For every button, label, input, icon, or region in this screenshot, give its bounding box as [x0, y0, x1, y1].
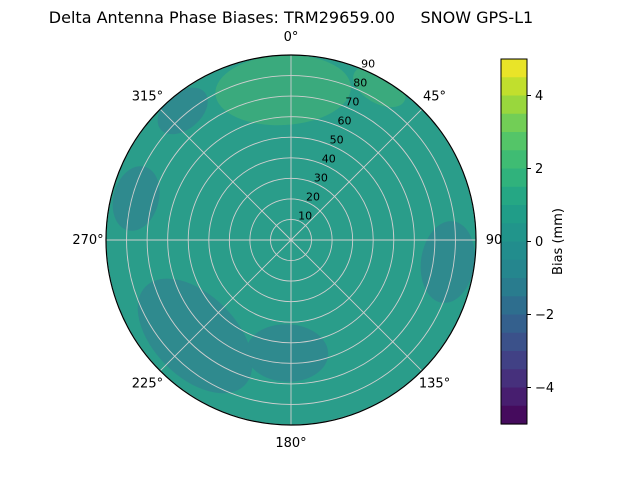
colorbar-band	[501, 150, 527, 170]
grid-spoke	[290, 108, 423, 241]
angular-tick-label: 270°	[72, 233, 103, 248]
radial-tick-label: 20	[306, 190, 320, 203]
grid-spoke	[159, 108, 292, 241]
colorbar-band	[501, 95, 527, 115]
bias-region	[215, 55, 351, 126]
colorbar-band	[501, 259, 527, 279]
polar-grid	[106, 55, 476, 425]
colorbar-band	[501, 405, 527, 425]
polar-spine	[105, 54, 477, 426]
colorbar: 4 2 0 −2 −4 Bias (mm)	[500, 58, 566, 425]
angular-tick-label: 225°	[132, 377, 163, 392]
colorbar-band	[501, 241, 527, 261]
colorbar-band	[501, 369, 527, 389]
angular-tick-label: 315°	[132, 89, 163, 104]
radial-tick-label: 50	[330, 134, 344, 147]
colorbar-band	[501, 387, 527, 407]
bias-region	[245, 324, 329, 382]
bias-region	[420, 221, 475, 303]
radial-tick-label: 30	[314, 171, 328, 184]
colorbar-band	[501, 186, 527, 206]
chart-title: Delta Antenna Phase Biases: TRM29659.00 …	[48, 8, 534, 27]
radial-tick-label: 80	[353, 77, 367, 90]
colorbar-band	[501, 314, 527, 334]
radial-tick-label: 10	[298, 209, 312, 222]
colorbar-band	[501, 205, 527, 224]
radial-tick-label: 60	[337, 115, 351, 128]
colorbar-band	[501, 351, 527, 370]
colorbar-band	[501, 113, 527, 133]
colorbar-tick-label: −2	[535, 308, 554, 323]
colorbar-band	[501, 296, 527, 316]
colorbar-band	[501, 278, 527, 297]
radial-tick-label: 90	[361, 58, 375, 71]
angular-tick-label: 90	[486, 233, 503, 248]
angular-tick-label: 135°	[419, 377, 450, 392]
colorbar-band	[501, 59, 527, 78]
radial-tick-label: 70	[345, 96, 359, 109]
radial-tick-label: 40	[322, 152, 336, 165]
colorbar-band	[501, 77, 527, 97]
grid-spoke	[159, 239, 292, 372]
colorbar-band	[501, 168, 527, 188]
colorbar-tick-label: 0	[535, 235, 543, 250]
colorbar-tick-label: 4	[535, 89, 543, 104]
colorbar-axis-label: Bias (mm)	[551, 208, 566, 275]
angular-tick-label: 180°	[275, 436, 306, 451]
grid-spoke	[290, 239, 423, 372]
colorbar-band	[501, 332, 527, 352]
bias-region	[112, 166, 160, 231]
angular-tick-label: 45°	[423, 89, 446, 104]
colorbar-band	[501, 223, 527, 243]
colorbar-band	[501, 132, 527, 151]
angular-tick-label: 0°	[284, 30, 299, 45]
colorbar-tick-label: 2	[535, 162, 543, 177]
colorbar-tick-label: −4	[535, 381, 554, 396]
